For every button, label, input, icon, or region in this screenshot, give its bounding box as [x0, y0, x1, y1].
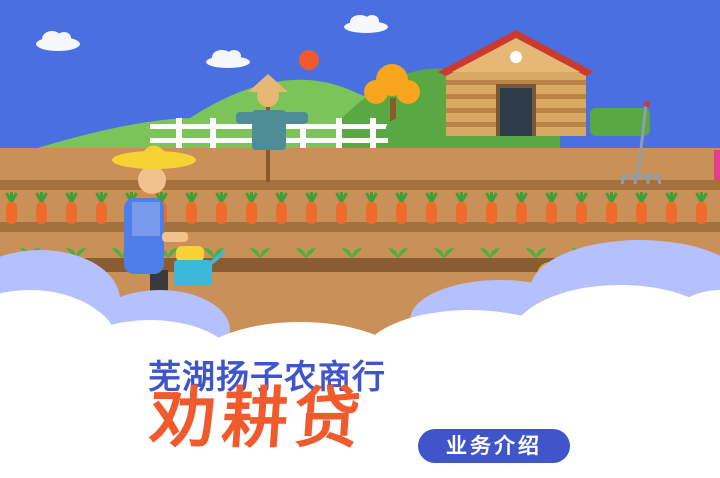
carrot-icon — [335, 192, 348, 224]
carrot-icon — [575, 192, 588, 224]
carrot-icon — [425, 192, 438, 224]
sprout-icon — [296, 248, 316, 258]
carrot-icon — [95, 192, 108, 224]
sprout-icon — [250, 248, 270, 258]
carrot-icon — [545, 192, 558, 224]
edge-post — [714, 150, 720, 180]
carrot-icon — [305, 192, 318, 224]
product-title: 劝耕贷 — [147, 380, 369, 457]
carrot-icon — [485, 192, 498, 224]
tree — [364, 64, 420, 104]
sprout-icon — [480, 248, 500, 258]
carrot-icon — [695, 192, 708, 224]
carrot-icon — [65, 192, 78, 224]
business-intro-tag: 业务介绍 — [418, 429, 570, 463]
scarecrow-icon — [236, 74, 308, 182]
carrot-icon — [275, 192, 288, 224]
sprout-icon — [66, 248, 86, 258]
carrot-icon — [215, 192, 228, 224]
carrot-row — [5, 192, 708, 224]
tree-trunk — [390, 98, 396, 134]
carrot-icon — [365, 192, 378, 224]
carrot-icon — [515, 192, 528, 224]
carrot-icon — [35, 192, 48, 224]
carrot-icon — [635, 192, 648, 224]
carrot-icon — [5, 192, 18, 224]
carrot-icon — [395, 192, 408, 224]
carrot-icon — [665, 192, 678, 224]
cloud-bank — [0, 285, 720, 478]
rake-tip — [644, 101, 650, 107]
house-icon — [438, 30, 594, 136]
rake-icon — [620, 103, 662, 185]
carrot-icon — [605, 192, 618, 224]
bush — [386, 108, 650, 140]
sprout-icon — [342, 248, 362, 258]
furrow — [0, 222, 720, 232]
cloud-icon — [36, 31, 80, 51]
carrot-icon — [185, 192, 198, 224]
carrot-icon — [245, 192, 258, 224]
furrow — [0, 180, 720, 190]
watering-can-icon — [174, 250, 226, 286]
sprout-icon — [434, 248, 454, 258]
cloud-icon — [344, 15, 388, 33]
sprout-icon — [204, 248, 224, 258]
sprout-icon — [526, 248, 546, 258]
sprout-icon — [388, 248, 408, 258]
sun-icon — [299, 50, 319, 70]
carrot-icon — [455, 192, 468, 224]
cloud-icon — [206, 50, 250, 68]
company-name: 芜湖扬子农商行 — [148, 357, 386, 396]
